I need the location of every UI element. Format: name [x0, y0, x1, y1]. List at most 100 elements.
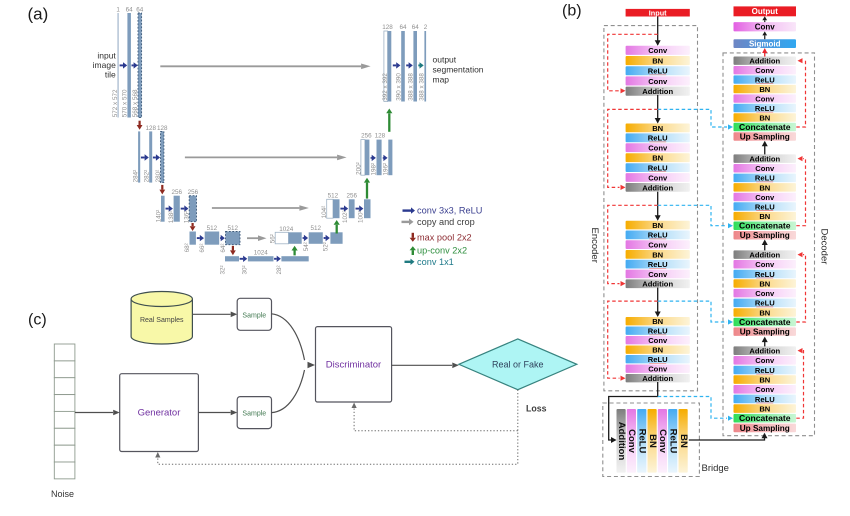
svg-text:ReLU: ReLU — [648, 231, 668, 240]
svg-text:64: 64 — [136, 7, 144, 14]
svg-text:Up Sampling: Up Sampling — [740, 132, 790, 141]
svg-text:Input: Input — [649, 8, 667, 17]
svg-text:BN: BN — [652, 346, 663, 355]
svg-text:up-conv 2x2: up-conv 2x2 — [417, 246, 467, 256]
svg-text:66²: 66² — [199, 243, 206, 252]
svg-text:Bridge: Bridge — [702, 463, 729, 474]
svg-text:392 x 392: 392 x 392 — [382, 73, 389, 101]
svg-text:BN: BN — [759, 308, 770, 317]
svg-text:104²: 104² — [321, 206, 328, 219]
svg-text:ReLU: ReLU — [648, 260, 668, 269]
svg-text:256: 256 — [171, 189, 182, 196]
svg-text:2: 2 — [424, 24, 428, 31]
svg-text:Addition: Addition — [642, 87, 673, 96]
svg-text:Addition: Addition — [616, 422, 627, 461]
svg-text:BN: BN — [652, 124, 663, 133]
svg-text:Conv: Conv — [755, 66, 775, 75]
svg-text:282²: 282² — [144, 170, 151, 183]
svg-text:Real Samples: Real Samples — [140, 317, 184, 324]
svg-text:32²: 32² — [220, 265, 227, 274]
svg-text:1024: 1024 — [254, 250, 269, 257]
svg-text:100²: 100² — [357, 210, 364, 223]
svg-text:BN: BN — [759, 183, 770, 192]
svg-text:196²: 196² — [382, 163, 389, 176]
svg-text:512: 512 — [310, 225, 321, 232]
svg-text:Concatenate: Concatenate — [739, 413, 791, 423]
svg-text:128: 128 — [375, 133, 386, 140]
svg-text:segmentation: segmentation — [433, 65, 484, 75]
svg-text:1024: 1024 — [279, 226, 294, 233]
svg-text:BN: BN — [652, 154, 663, 163]
svg-text:Output: Output — [752, 7, 779, 16]
svg-text:ReLU: ReLU — [755, 174, 775, 183]
svg-text:Encoder: Encoder — [589, 228, 600, 263]
svg-text:Conv: Conv — [648, 46, 668, 55]
svg-text:388 x 388: 388 x 388 — [419, 73, 426, 101]
svg-text:Conv: Conv — [755, 193, 775, 202]
svg-text:256: 256 — [346, 192, 357, 199]
svg-text:64: 64 — [399, 24, 407, 31]
svg-text:30²: 30² — [242, 265, 249, 274]
svg-text:Conv: Conv — [648, 365, 668, 374]
svg-text:Conv: Conv — [755, 95, 775, 104]
svg-text:ReLU: ReLU — [755, 366, 775, 375]
svg-text:max pool 2x2: max pool 2x2 — [417, 233, 472, 243]
svg-text:input: input — [97, 51, 116, 61]
svg-text:conv 3x3, ReLU: conv 3x3, ReLU — [417, 206, 482, 216]
svg-text:BN: BN — [652, 221, 663, 230]
svg-text:Loss: Loss — [526, 404, 547, 414]
svg-text:ReLU: ReLU — [755, 299, 775, 308]
svg-text:Sample: Sample — [242, 411, 266, 418]
svg-text:Real or Fake: Real or Fake — [492, 359, 544, 369]
svg-text:Conv: Conv — [648, 336, 668, 345]
svg-text:256: 256 — [361, 133, 372, 140]
svg-text:copy and crop: copy and crop — [417, 217, 475, 227]
svg-text:BN: BN — [652, 56, 663, 65]
svg-text:BN: BN — [759, 85, 770, 94]
svg-text:Conv: Conv — [648, 241, 668, 250]
svg-text:280²: 280² — [155, 170, 162, 183]
svg-text:Conv: Conv — [755, 23, 776, 32]
svg-text:128: 128 — [157, 125, 168, 132]
svg-text:Conv: Conv — [755, 289, 775, 298]
svg-text:ReLU: ReLU — [755, 395, 775, 404]
svg-text:ReLU: ReLU — [755, 270, 775, 279]
svg-text:BN: BN — [652, 317, 663, 326]
svg-text:ReLU: ReLU — [648, 164, 668, 173]
svg-text:56²: 56² — [270, 234, 277, 243]
svg-text:Conv: Conv — [755, 260, 775, 269]
svg-text:ReLU: ReLU — [648, 327, 668, 336]
svg-text:output: output — [433, 55, 457, 65]
svg-text:Noise: Noise — [51, 489, 74, 499]
svg-text:28²: 28² — [276, 265, 283, 274]
svg-text:Conv: Conv — [648, 173, 668, 182]
svg-text:BN: BN — [759, 280, 770, 289]
svg-text:Conv: Conv — [648, 77, 668, 86]
svg-text:Addition: Addition — [642, 280, 673, 289]
svg-text:Concatenate: Concatenate — [739, 221, 791, 231]
svg-text:ReLU: ReLU — [648, 355, 668, 364]
svg-text:(c): (c) — [28, 312, 47, 329]
svg-text:BN: BN — [759, 113, 770, 122]
svg-text:Concatenate: Concatenate — [739, 317, 791, 327]
svg-text:512: 512 — [328, 192, 339, 199]
svg-text:Conv: Conv — [648, 144, 668, 153]
svg-text:52²: 52² — [323, 242, 330, 251]
svg-text:572 x 572: 572 x 572 — [112, 89, 119, 117]
svg-text:Addition: Addition — [749, 251, 780, 260]
svg-text:1: 1 — [116, 7, 120, 14]
svg-text:Conv: Conv — [657, 429, 668, 453]
svg-text:54²: 54² — [303, 242, 310, 251]
svg-text:BN: BN — [759, 212, 770, 221]
svg-text:Sigmoid: Sigmoid — [749, 40, 781, 49]
svg-text:64: 64 — [126, 7, 134, 14]
svg-text:Conv: Conv — [648, 270, 668, 279]
svg-text:map: map — [433, 74, 450, 84]
svg-text:Discriminator: Discriminator — [326, 359, 381, 370]
svg-text:ReLU: ReLU — [755, 76, 775, 85]
svg-text:570 x 570: 570 x 570 — [122, 89, 129, 117]
svg-text:388 x 388: 388 x 388 — [408, 73, 415, 101]
svg-text:Conv: Conv — [755, 385, 775, 394]
svg-text:Concatenate: Concatenate — [739, 122, 791, 132]
svg-text:64²: 64² — [220, 243, 227, 252]
